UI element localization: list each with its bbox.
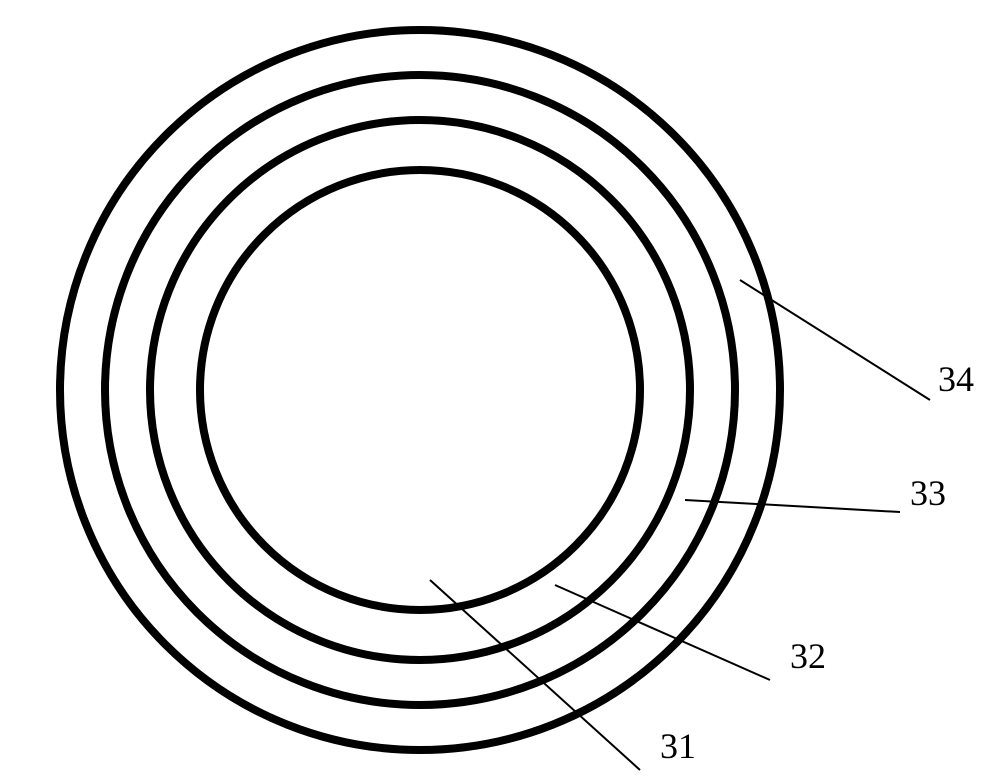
diagram-canvas: 31 32 33 34	[0, 0, 1000, 778]
label-31: 31	[660, 725, 696, 767]
label-33: 33	[910, 472, 946, 514]
label-34: 34	[938, 358, 974, 400]
label-32: 32	[790, 635, 826, 677]
diagram-svg	[0, 0, 1000, 778]
